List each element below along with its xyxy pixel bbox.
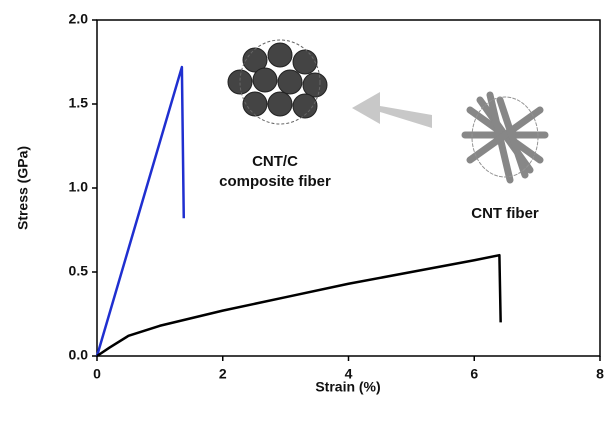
x-tick-label: 4: [345, 366, 353, 382]
cnt-fiber-icon: [461, 91, 549, 184]
x-tick-label: 8: [596, 366, 604, 382]
y-tick-label: 2.0: [69, 11, 89, 27]
composite-fiber-icon: [227, 39, 328, 125]
x-tick-label: 0: [93, 366, 101, 382]
y-tick-label: 1.0: [69, 179, 89, 195]
y-axis-label: Stress (GPa): [15, 146, 31, 230]
arrow: [352, 92, 432, 128]
y-tick-label: 0.0: [69, 347, 89, 363]
y-tick-label: 1.5: [69, 95, 89, 111]
series-line: [96, 253, 502, 358]
annotation: composite fiber: [219, 173, 331, 190]
y-tick-label: 0.5: [69, 263, 89, 279]
x-axis-label: Strain (%): [315, 379, 380, 395]
x-tick-label: 6: [470, 366, 478, 382]
x-tick-label: 2: [219, 366, 227, 382]
annotation: CNT/C: [252, 153, 298, 170]
series-line: [95, 65, 186, 357]
plot-frame: [96, 19, 601, 357]
annotation: CNT fiber: [471, 205, 539, 222]
